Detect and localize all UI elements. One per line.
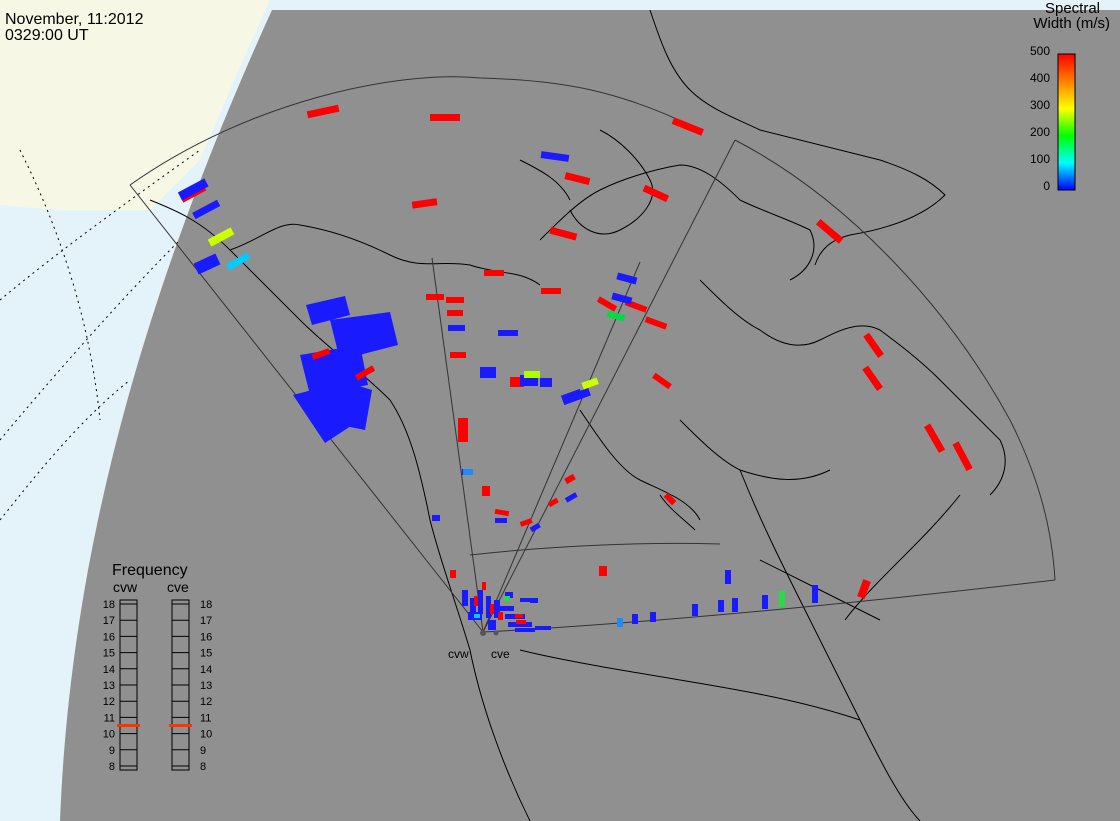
radar-label-cve: cve: [491, 647, 510, 661]
colorbar-tick-400: 400: [1030, 71, 1050, 85]
radar-echoes: [177, 104, 973, 632]
colorbar-title-1: Spectral: [1045, 0, 1100, 17]
frequency-tick-label: 17: [103, 615, 115, 627]
colorbar-tick-300: 300: [1030, 98, 1050, 112]
frequency-tick-label: 12: [200, 696, 212, 708]
frequency-tick-label: 9: [109, 745, 115, 757]
radar-label-cvw: cvw: [448, 647, 469, 661]
frequency-tick-label: 15: [200, 648, 212, 660]
colorbar-gradient: [1057, 53, 1076, 191]
frequency-tick-label: 13: [200, 680, 212, 692]
frequency-tick-label: 11: [200, 712, 211, 724]
frequency-tick-label: 18: [103, 599, 115, 611]
lat-lon-grid: [0, 149, 201, 521]
frequency-label-cvw: cvw: [113, 579, 138, 595]
colorbar-tick-0: 0: [1043, 179, 1050, 193]
time-label: 0329:00 UT: [5, 27, 89, 44]
colorbar-tick-500: 500: [1030, 44, 1050, 58]
colorbar: Spectral Width (m/s) 500 400 300 200 100…: [1030, 0, 1110, 193]
frequency-tick-label: 15: [103, 648, 115, 660]
frequency-tick-label: 9: [200, 745, 206, 757]
frequency-tick-label: 8: [200, 761, 206, 773]
radar-site-marker-east: [493, 630, 499, 636]
frequency-tick-label: 16: [200, 631, 212, 643]
frequency-tick-label: 14: [200, 664, 212, 676]
echo-near-fan-red: [474, 582, 526, 624]
date-label: November, 11:2012: [5, 11, 144, 28]
frequency-tick-label: 18: [200, 599, 212, 611]
colorbar-tick-200: 200: [1030, 125, 1050, 139]
colorbar-title-2: Width (m/s): [1033, 15, 1110, 32]
frequency-tick-label: 12: [103, 696, 115, 708]
frequency-tick-label: 14: [103, 664, 115, 676]
frequency-tick-label: 10: [200, 729, 212, 741]
colorbar-tick-100: 100: [1030, 152, 1050, 166]
frequency-panel: Frequency cvw cve 18 17 16 15 14 13 12 11 10 9 8 1…: [103, 562, 213, 773]
coastlines: [149, 9, 1006, 821]
night-region: [60, 10, 1120, 821]
frequency-tick-label: 8: [109, 761, 115, 773]
frequency-tick-label: 11: [104, 712, 115, 724]
radar-site-marker: [480, 630, 486, 636]
frequency-tick-label: 13: [103, 680, 115, 692]
day-land: [0, 0, 270, 210]
frequency-tick-label: 16: [103, 631, 115, 643]
frequency-marker-cvw: [117, 724, 140, 727]
frequency-marker-cve: [169, 724, 192, 727]
frequency-tick-label: 10: [103, 729, 115, 741]
frequency-title: Frequency: [112, 562, 188, 579]
frequency-tick-label: 17: [200, 615, 212, 627]
frequency-label-cve: cve: [167, 579, 189, 595]
echo-red-bars: [180, 104, 973, 599]
